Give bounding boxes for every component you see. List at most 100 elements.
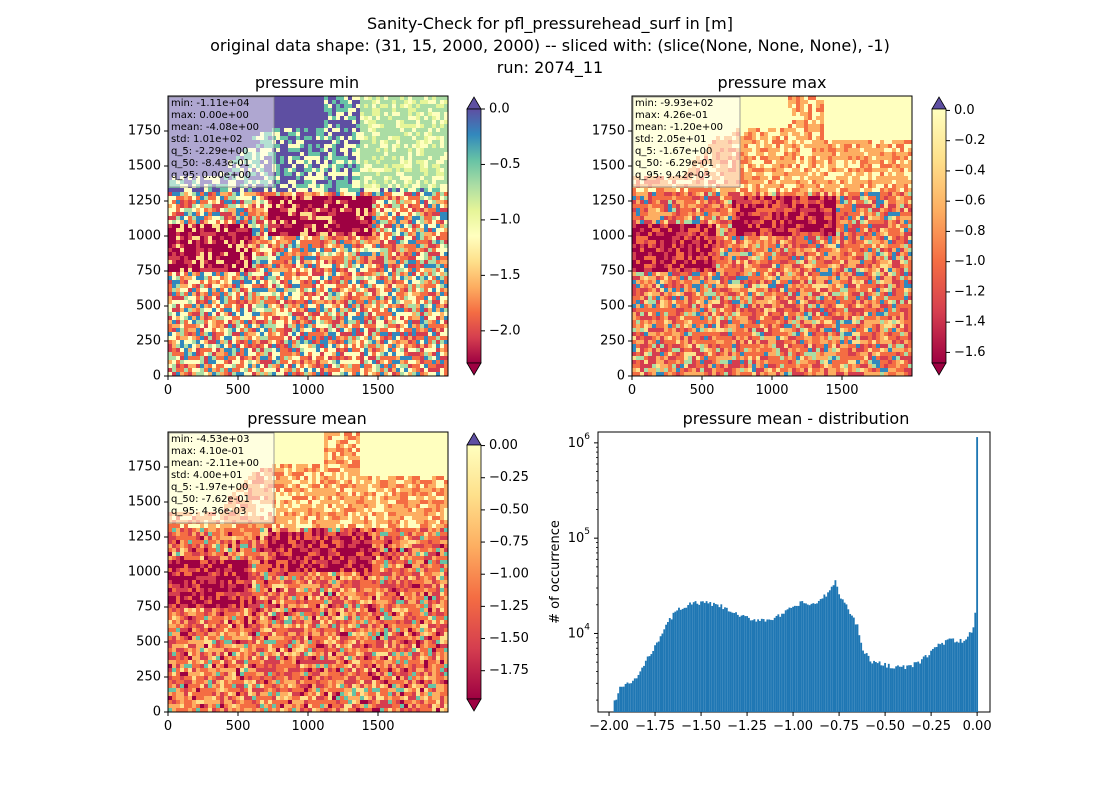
y-tick-label: 1750: [128, 124, 161, 139]
histogram-bar: [727, 611, 730, 712]
panel-title: pressure mean - distribution: [683, 409, 910, 428]
histogram-bar: [661, 633, 664, 712]
y-tick-label: 105: [568, 527, 590, 546]
histogram-bar: [749, 620, 752, 712]
stat-line: mean: -1.20e+00: [635, 122, 723, 133]
histogram-bar: [689, 602, 691, 712]
histogram-bar: [792, 606, 794, 712]
histogram-bar: [650, 654, 653, 712]
histogram-bar: [668, 618, 671, 712]
histogram-bar: [906, 665, 909, 712]
histogram-bar: [652, 650, 655, 712]
histogram-bar: [966, 636, 969, 712]
x-tick-label: −1.25: [727, 719, 767, 734]
y-tick-label: 1250: [592, 194, 625, 209]
y-tick-label: 500: [136, 299, 161, 314]
histogram-bar: [817, 600, 820, 712]
histogram-bar: [884, 662, 887, 712]
histogram-bar: [775, 615, 778, 712]
histogram-bar: [805, 603, 807, 712]
heatmap-cells: [632, 96, 912, 376]
y-tick-label: 1500: [592, 159, 625, 174]
histogram-bar: [816, 603, 818, 712]
stat-line: q_95: 0.00e+00: [171, 170, 251, 181]
colorbar-tick-label: −0.50: [489, 502, 529, 517]
histogram-bar: [887, 663, 890, 712]
histogram-bar: [685, 607, 688, 712]
histogram-bar: [976, 437, 979, 712]
colorbar-tick-label: −0.2: [954, 133, 986, 148]
histogram-bar: [757, 619, 760, 712]
histogram-bar: [619, 686, 622, 712]
histogram-bar: [779, 616, 782, 712]
histogram-bar: [836, 586, 839, 712]
x-tick-label: −1.00: [773, 719, 813, 734]
y-tick-label: 750: [600, 264, 625, 279]
colorbar-gradient: [466, 108, 482, 364]
y-axis: 104 105 106: [568, 432, 598, 701]
x-tick-label: −0.75: [819, 719, 859, 734]
histogram-bar: [909, 665, 912, 712]
histogram-bar: [735, 612, 737, 712]
stat-line: std: 1.01e+02: [171, 134, 243, 145]
colorbar-tick-label: −0.5: [489, 157, 521, 172]
histogram-bar: [955, 641, 958, 712]
histogram-bar: [862, 650, 864, 712]
histogram-bar: [784, 610, 787, 712]
histogram-bar: [674, 611, 677, 712]
stat-line: q_5: -1.67e+00: [635, 146, 712, 157]
x-axis: −2.00 −1.75 −1.50 −1.25 −1.00 −0.75 −0.50 −0.25…: [589, 712, 992, 734]
histogram-bar: [694, 601, 697, 712]
histogram-bar: [823, 594, 826, 712]
y-axis: 0 250 500 750 1000 1250 1500 1750: [592, 124, 632, 384]
x-axis: 0 500 1000 1500: [164, 712, 395, 734]
histogram-bar: [794, 605, 796, 712]
suptitle-line-1: Sanity-Check for pfl_pressurehead_surf i…: [367, 14, 733, 34]
histogram-bar: [852, 617, 855, 712]
histogram-bar: [663, 629, 666, 712]
histogram-bar: [825, 596, 828, 712]
histogram-bar: [801, 601, 804, 712]
x-tick-label: 0: [164, 383, 172, 398]
histogram-bar: [725, 607, 728, 712]
x-tick-label: −0.25: [911, 719, 951, 734]
histogram-bar: [657, 641, 660, 712]
y-tick-label: 500: [600, 299, 625, 314]
histogram-bar: [851, 615, 853, 712]
panel-title: pressure mean: [247, 409, 367, 428]
x-tick-label: 0: [628, 383, 636, 398]
histogram-bar: [880, 665, 883, 712]
y-tick-label: 250: [136, 670, 161, 685]
histogram-bar: [830, 586, 833, 712]
colorbar-tick-label: −1.0: [489, 212, 521, 227]
x-tick-label: −0.50: [865, 719, 905, 734]
histogram-bar: [889, 668, 892, 712]
histogram-bar: [972, 627, 975, 712]
histogram-bar: [659, 636, 662, 712]
histogram-bar: [760, 618, 763, 712]
histogram-bar: [740, 615, 743, 712]
colorbar-tick-label: −1.6: [954, 345, 986, 360]
histogram-bar: [886, 667, 888, 712]
histogram-bar: [643, 665, 645, 712]
histogram-bar: [856, 624, 859, 712]
histogram-bar: [867, 655, 870, 712]
stats-box-background: [632, 96, 741, 188]
histogram-bar: [869, 661, 872, 712]
histogram-bar: [705, 601, 708, 712]
x-tick-label: 0: [164, 719, 172, 734]
colorbar-tick-label: −1.4: [954, 315, 986, 330]
x-tick-label: −1.50: [681, 719, 721, 734]
y-tick-label: 250: [136, 334, 161, 349]
histogram-bar: [655, 642, 658, 712]
histogram-bar: [871, 663, 874, 712]
histogram-bar: [876, 663, 879, 712]
histogram-bar: [701, 601, 704, 712]
histogram-bar: [790, 607, 793, 712]
histogram-bar: [933, 647, 936, 712]
histogram-bar: [766, 619, 769, 712]
histogram-bar: [672, 612, 675, 712]
histogram-bar: [626, 682, 629, 712]
histogram-bar: [667, 621, 669, 712]
